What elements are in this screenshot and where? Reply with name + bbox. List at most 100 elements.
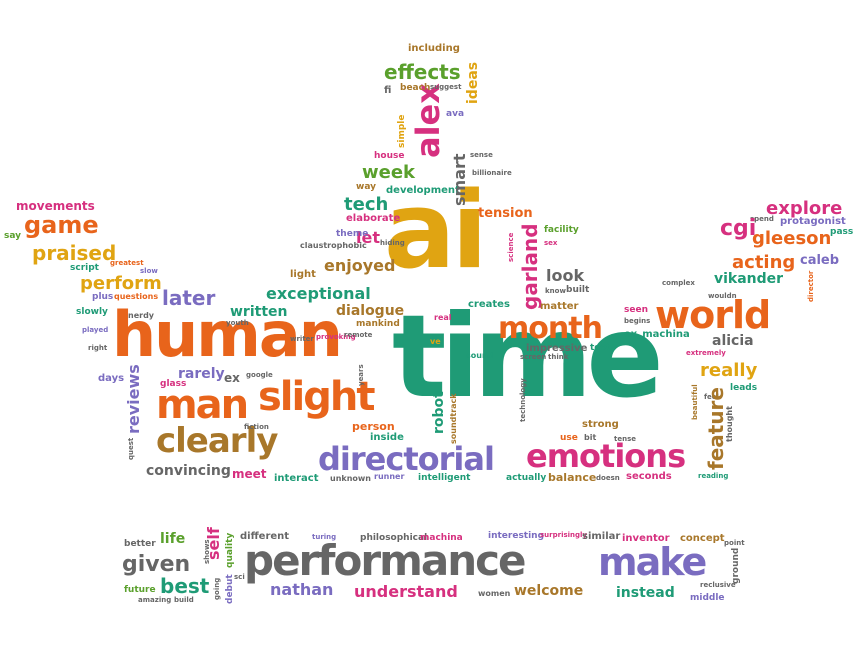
word-rarely: rarely [178,366,225,382]
word-quest: quest [127,437,135,460]
word-alicia: alicia [712,333,754,349]
word-perform: perform [80,273,162,294]
word-make: make [598,540,707,584]
word-days: days [98,373,125,384]
word-director: director [807,270,815,302]
word-different: different [240,531,290,542]
word-life: life [160,531,186,547]
word-soundtrack: soundtrack [449,393,458,444]
word-future: future [124,585,156,595]
word-emotions: emotions [526,437,686,475]
word-balance: balance [548,471,597,484]
word-hiding: hiding [380,239,405,247]
word-feel: feel [704,393,719,401]
word-google: google [246,371,273,379]
word-youth: youth [226,319,249,327]
word-tension: tension [478,206,533,221]
word-dialogue: dialogue [336,303,405,319]
word-spend: spend [750,215,774,223]
word-man: man [156,382,249,428]
word-fi: fi [384,85,392,96]
word-shows: shows [203,539,211,564]
word-extremely: extremely [686,349,726,357]
word-leads: leads [730,383,758,393]
word-ve: ve [430,337,441,346]
word-sound: sound [466,351,494,360]
word-written: written [230,304,288,320]
word-real: real [434,313,452,322]
word-reviews: reviews [124,364,143,434]
word-amazing: amazing [138,596,172,604]
word-best: best [160,574,210,598]
word-exceptional: exceptional [266,284,371,303]
word-inside: inside [370,432,404,443]
word-world: world [655,293,771,337]
word-meet: meet [232,467,267,481]
word-years: years [357,364,365,386]
word-let: let [356,228,380,247]
word-wouldn: wouldn [708,292,737,300]
word-beach: beach [400,83,431,93]
word-beautiful: beautiful [691,384,699,420]
word-use: use [560,433,578,443]
word-light: light [290,269,316,280]
word-nathan: nathan [270,580,334,599]
word-tense: tense [614,435,636,443]
word-turing: turing [312,533,337,541]
word-right: right [88,344,108,352]
word-including: including [408,43,460,54]
word-sex: sex [544,239,558,247]
word-facility: facility [544,225,579,235]
word-fiction: fiction [244,423,269,431]
word-machina: machina [420,533,463,543]
word-tech: tech [344,194,389,215]
word-interesting: interesting [488,531,545,541]
word-unknown: unknown [330,474,371,483]
word-robot: robot [431,391,447,434]
word-claustrophobic: claustrophobic [300,241,367,250]
word-philosophical: philosophical [360,533,428,543]
word-enjoyed: enjoyed [324,256,396,275]
word-explore: explore [766,198,843,219]
word-built: built [566,285,590,295]
word-alex: alex [409,83,447,158]
word-think: think [548,353,569,361]
word-way: way [356,182,376,192]
word-interact: interact [274,473,319,484]
word-movements: movements [16,199,95,213]
word-matter: matter [540,301,579,312]
word-development: development [386,185,460,196]
word-plus: plus [92,292,114,302]
word-surprisingly: surprisingly [540,531,587,539]
word-screen: screen [520,353,547,361]
word-directorial: directorial [318,440,495,478]
word-effects: effects [384,60,461,84]
word-welcome: welcome [514,583,584,599]
word-questions: questions [114,292,159,301]
word-doesn: doesn [596,474,620,482]
word-greatest: greatest [110,259,144,267]
word-human: human [112,298,343,371]
word-vikander: vikander [714,271,784,287]
word-billionaire: billionaire [472,169,512,177]
word-garland: garland [518,223,542,310]
word-performance: performance [244,536,526,585]
word-played: played [82,326,109,334]
word-slow: slow [140,267,158,275]
word-slight: slight [258,374,375,420]
word-seconds: seconds [626,471,672,482]
word-test: test [590,343,611,353]
word-understand: understand [354,582,458,601]
word-week: week [362,162,416,183]
word-ex_machina: ex_machina [624,329,690,340]
word-month: month [498,311,603,346]
word-pass: pass [830,227,854,237]
word-quality: quality [225,532,235,568]
word-look: look [546,266,585,285]
word-given: given [122,552,191,577]
word-smart: smart [450,153,469,206]
word-know: know [545,287,566,295]
word-actually: actually [506,473,547,483]
word-going: going [213,577,221,600]
word-acting: acting [732,252,796,273]
